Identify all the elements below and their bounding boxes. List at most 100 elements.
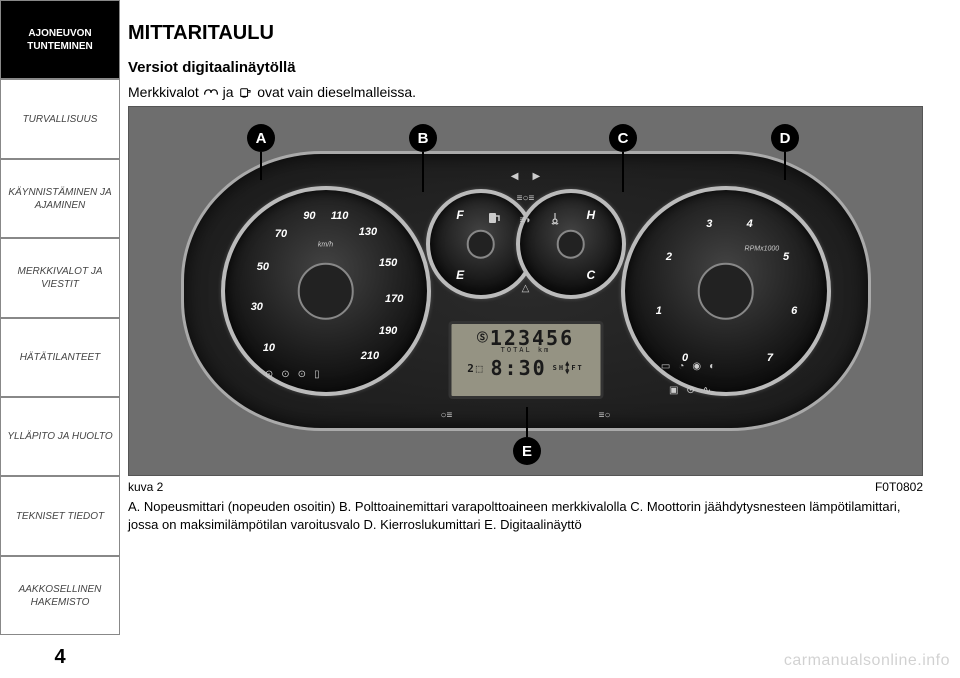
center-indicators-3: ≡◗ bbox=[520, 215, 532, 226]
instrument-figure: A B C D E km/h 10 30 50 70 90 110 130 bbox=[128, 106, 923, 476]
tach-tick-3: 3 bbox=[706, 218, 712, 230]
speed-tick-50: 50 bbox=[257, 261, 269, 273]
tach-tick-2: 2 bbox=[666, 251, 672, 263]
clock-value: 8:30 bbox=[491, 356, 547, 380]
nav-yllapito[interactable]: YLLÄPITO JA HUOLTO bbox=[0, 397, 120, 476]
center-indicators-2: ≡○≡ bbox=[517, 193, 535, 204]
digital-display: Ⓢ123456 TOTAL km 2⬚ 8:30 ▲ SHIFT ▼ bbox=[448, 321, 603, 399]
abs-icon: ⊙ bbox=[265, 369, 273, 380]
center-indicators: ◀ ▶ bbox=[511, 171, 540, 182]
temp-hot: H bbox=[587, 208, 596, 222]
callout-c-line bbox=[622, 152, 624, 192]
airbag-icon: ◉ bbox=[692, 361, 701, 372]
fuel-dial-center bbox=[466, 230, 495, 259]
center-indicators-4: △ bbox=[522, 283, 530, 294]
esp-icon: ⊙ bbox=[298, 369, 306, 380]
callout-b: B bbox=[409, 124, 437, 152]
callout-e: E bbox=[513, 437, 541, 465]
tachometer: RPMx1000 0 1 2 3 4 5 6 7 ▭ ◔ ◉ ◐ ▣ ⊙ ∿ bbox=[621, 186, 831, 396]
tach-tick-4: 4 bbox=[747, 218, 753, 230]
tach-tick-6: 6 bbox=[791, 305, 797, 317]
callout-d-line bbox=[784, 152, 786, 180]
callout-a: A bbox=[247, 124, 275, 152]
temp-dial-center bbox=[556, 230, 585, 259]
glow-plug-icon bbox=[203, 87, 219, 99]
battery-icon: ▭ bbox=[661, 361, 670, 372]
water-in-fuel-icon bbox=[237, 87, 253, 99]
intro-mid: ja bbox=[223, 84, 238, 100]
intro-text: Merkkivalot ja ovat vain dieselmalleissa… bbox=[128, 84, 940, 100]
callout-b-line bbox=[422, 152, 424, 192]
tach-tick-7: 7 bbox=[767, 352, 773, 364]
intro-pre: Merkkivalot bbox=[128, 84, 203, 100]
nav-merkkivalot[interactable]: MERKKIVALOT JA VIESTIT bbox=[0, 238, 120, 317]
speed-warning-icons-row: ⊙ ⊙ ⊙ ▯ bbox=[265, 369, 320, 380]
left-turn-icon: ◀ bbox=[511, 171, 519, 182]
front-fog-icon: ≡○ bbox=[599, 410, 611, 421]
odo-s-icon: Ⓢ bbox=[477, 331, 490, 344]
glowplug-icon: ∿ bbox=[703, 385, 711, 396]
fuel-empty: E bbox=[456, 268, 464, 282]
callout-e-line bbox=[526, 407, 528, 437]
speed-tick-70: 70 bbox=[275, 228, 287, 240]
rear-fog-icon: ○≡ bbox=[441, 410, 453, 421]
instrument-cluster: km/h 10 30 50 70 90 110 130 150 170 190 … bbox=[181, 151, 871, 431]
position-light-icon: ≡○≡ bbox=[517, 193, 535, 204]
nav-turvallisuus[interactable]: TURVALLISUUS bbox=[0, 79, 120, 158]
engine-icon: ▣ bbox=[669, 385, 678, 396]
odometer-value: Ⓢ123456 bbox=[455, 328, 596, 348]
lcd-time-row: 2⬚ 8:30 ▲ SHIFT ▼ bbox=[455, 356, 596, 380]
tach-tick-5: 5 bbox=[783, 251, 789, 263]
figure-caption: kuva 2 F0T0802 bbox=[128, 480, 923, 494]
page-subtitle: Versiot digitaalinäytöllä bbox=[128, 59, 940, 76]
shift-down-icon: ▼ bbox=[565, 370, 571, 375]
speed-tick-30: 30 bbox=[251, 301, 263, 313]
fuel-pump-icon bbox=[486, 211, 504, 225]
speed-tick-170: 170 bbox=[385, 293, 403, 305]
thermometer-icon bbox=[548, 211, 562, 225]
speed-tick-130: 130 bbox=[359, 226, 377, 238]
callout-c: C bbox=[609, 124, 637, 152]
oil-icon: ◔ bbox=[678, 361, 684, 372]
tach-dial-center bbox=[697, 263, 754, 320]
seatbelt-icon: ◐ bbox=[709, 361, 715, 372]
nav-hatatilanteet[interactable]: HÄTÄTILANTEET bbox=[0, 318, 120, 397]
nav-tekniset-tiedot[interactable]: TEKNISET TIEDOT bbox=[0, 476, 120, 555]
gear-indicator: 2⬚ bbox=[467, 362, 484, 375]
speed-tick-190: 190 bbox=[379, 325, 397, 337]
figure-code: F0T0802 bbox=[875, 480, 923, 494]
callout-a-line bbox=[260, 152, 262, 180]
shift-indicator: ▲ SHIFT ▼ bbox=[553, 361, 584, 376]
speed-tick-150: 150 bbox=[379, 257, 397, 269]
page-title: MITTARITAULU bbox=[128, 22, 940, 45]
temperature-gauge: H C bbox=[516, 189, 626, 299]
tach-unit: RPMx1000 bbox=[745, 245, 780, 252]
right-turn-icon: ▶ bbox=[533, 171, 541, 182]
door-icon: ▯ bbox=[314, 369, 320, 380]
speed-tick-110: 110 bbox=[331, 210, 349, 222]
speed-dial-center bbox=[297, 263, 354, 320]
warning-triangle-icon: △ bbox=[522, 283, 530, 294]
watermark: carmanualsonline.info bbox=[784, 652, 950, 670]
tach-warning-icons-row: ▭ ◔ ◉ ◐ bbox=[661, 361, 715, 372]
fuel-full: F bbox=[456, 208, 463, 222]
gear-number: 2 bbox=[467, 362, 476, 375]
speedometer: km/h 10 30 50 70 90 110 130 150 170 190 … bbox=[221, 186, 431, 396]
speed-tick-90: 90 bbox=[303, 210, 315, 222]
nav-ajoneuvon-tunteminen[interactable]: AJONEUVON TUNTEMINEN bbox=[0, 0, 120, 79]
nav-aakkosellinen-hakemisto[interactable]: AAKKOSELLINEN HAKEMISTO bbox=[0, 556, 120, 635]
page-number: 4 bbox=[0, 635, 120, 678]
temp-cold: C bbox=[587, 268, 596, 282]
main-content: MITTARITAULU Versiot digitaalinäytöllä M… bbox=[128, 22, 940, 533]
sidebar-nav: AJONEUVON TUNTEMINEN TURVALLISUUS KÄYNNI… bbox=[0, 0, 120, 678]
intro-post: ovat vain dieselmalleissa. bbox=[257, 84, 416, 100]
figure-description: A. Nopeusmittari (nopeuden osoitin) B. P… bbox=[128, 498, 923, 533]
tach-warning-icons-row2: ▣ ⊙ ∿ bbox=[669, 385, 711, 396]
tach-tick-1: 1 bbox=[656, 305, 662, 317]
nav-kaynnistaminen[interactable]: KÄYNNISTÄMINEN JA AJAMINEN bbox=[0, 159, 120, 238]
speed-tick-10: 10 bbox=[263, 342, 275, 354]
tpms-icon: ⊙ bbox=[686, 385, 694, 396]
high-beam-icon: ≡◗ bbox=[520, 215, 532, 226]
speed-tick-210: 210 bbox=[361, 350, 379, 362]
headlight-icon: ⊙ bbox=[281, 369, 289, 380]
